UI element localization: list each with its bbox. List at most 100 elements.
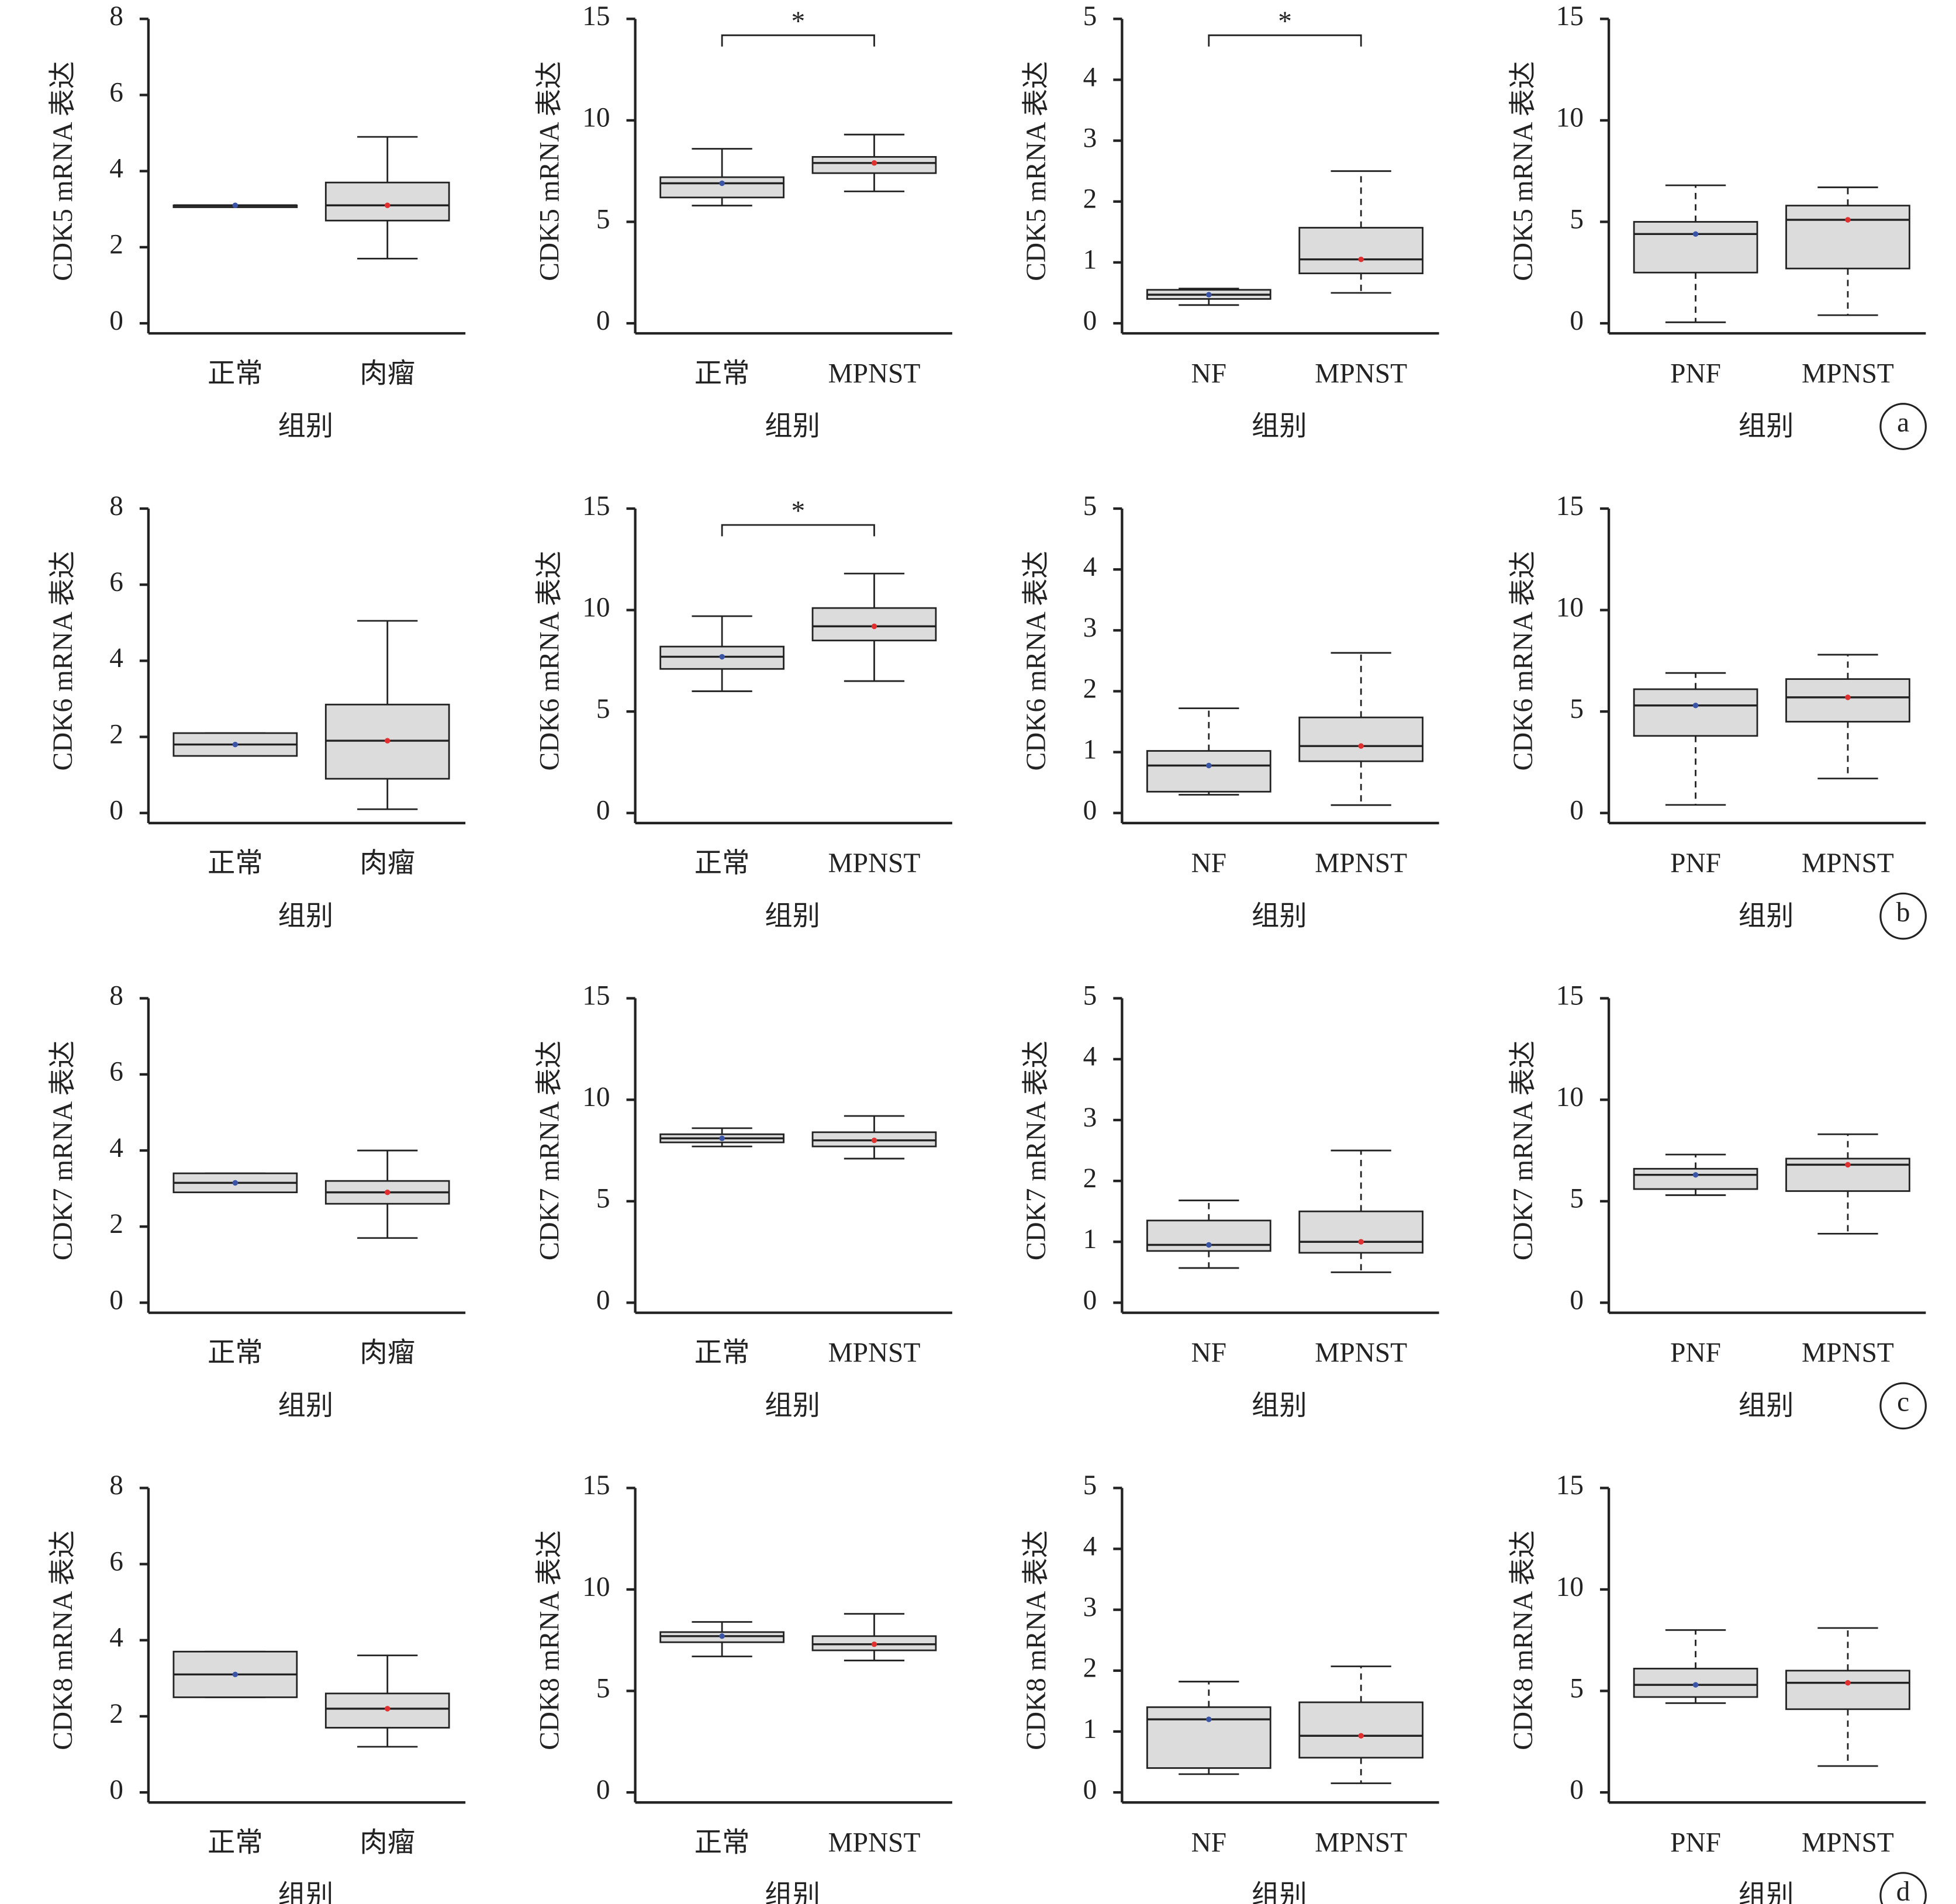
y-tick-label: 5 bbox=[596, 694, 610, 724]
y-tick-label: 0 bbox=[1570, 306, 1584, 336]
category-dot bbox=[719, 654, 725, 660]
y-axis-label: CDK5 mRNA 表达 bbox=[1021, 61, 1052, 281]
category-dot bbox=[871, 1641, 877, 1647]
category-dot bbox=[871, 1137, 877, 1143]
y-axis-label: CDK5 mRNA 表达 bbox=[48, 61, 78, 281]
y-tick-label: 0 bbox=[109, 796, 123, 826]
x-tick-label: MPNST bbox=[1315, 848, 1407, 879]
y-tick-label: 0 bbox=[1570, 1285, 1584, 1315]
y-axis-label: CDK6 mRNA 表达 bbox=[48, 551, 78, 770]
panel-label: d bbox=[1896, 1877, 1910, 1904]
y-tick-label: 8 bbox=[109, 1, 123, 32]
box bbox=[1146, 750, 1271, 793]
y-tick-label: 1 bbox=[1083, 1714, 1097, 1744]
y-tick-label: 5 bbox=[596, 204, 610, 234]
x-tick-label: MPNST bbox=[1802, 358, 1894, 389]
y-tick-label: 15 bbox=[1556, 1, 1584, 32]
significance-label: * bbox=[791, 496, 805, 526]
y-tick-label: 0 bbox=[596, 1775, 610, 1805]
box bbox=[659, 176, 785, 199]
category-dot bbox=[1845, 694, 1851, 700]
category-dot bbox=[719, 1633, 725, 1639]
y-tick-label: 3 bbox=[1083, 123, 1097, 153]
x-axis-label: 组别 bbox=[278, 901, 334, 931]
y-tick-label: 10 bbox=[582, 103, 610, 133]
category-dot bbox=[232, 202, 239, 208]
category-dot bbox=[1206, 292, 1212, 298]
y-axis-label: CDK8 mRNA 表达 bbox=[1508, 1530, 1539, 1750]
significance-label: * bbox=[791, 6, 805, 37]
category-dot bbox=[1358, 743, 1364, 749]
x-tick-label: NF bbox=[1191, 848, 1227, 879]
category-dot bbox=[1358, 1239, 1364, 1245]
box bbox=[324, 181, 450, 222]
y-tick-label: 5 bbox=[1083, 1470, 1097, 1501]
y-tick-label: 2 bbox=[1083, 184, 1097, 215]
x-tick-label: 肉瘤 bbox=[360, 848, 415, 879]
x-tick-label: 正常 bbox=[694, 1338, 750, 1369]
y-tick-label: 0 bbox=[596, 1285, 610, 1315]
x-tick-label: 肉瘤 bbox=[360, 1827, 415, 1858]
y-tick-label: 5 bbox=[1570, 694, 1584, 724]
y-tick-label: 8 bbox=[109, 491, 123, 521]
y-axis-label: CDK8 mRNA 表达 bbox=[1021, 1530, 1052, 1750]
panel-label-ring bbox=[1879, 1872, 1927, 1904]
box bbox=[1633, 1167, 1758, 1190]
y-tick-label: 0 bbox=[1083, 1775, 1097, 1805]
y-axis-label: CDK5 mRNA 表达 bbox=[1508, 61, 1539, 281]
box bbox=[1298, 1701, 1424, 1759]
x-axis-label: 组别 bbox=[278, 412, 334, 442]
category-dot bbox=[232, 1180, 239, 1186]
y-tick-label: 5 bbox=[1083, 491, 1097, 521]
significance-bracket bbox=[721, 34, 875, 47]
x-tick-label: MPNST bbox=[1315, 1338, 1407, 1369]
y-tick-label: 3 bbox=[1083, 613, 1097, 643]
y-tick-label: 5 bbox=[1570, 204, 1584, 234]
y-tick-label: 5 bbox=[1570, 1184, 1584, 1214]
y-tick-label: 15 bbox=[1556, 1470, 1584, 1501]
category-dot bbox=[385, 1706, 390, 1712]
x-tick-label: PNF bbox=[1670, 358, 1721, 389]
y-tick-label: 0 bbox=[1570, 1775, 1584, 1805]
x-tick-label: MPNST bbox=[1802, 848, 1894, 879]
y-tick-label: 0 bbox=[1083, 1285, 1097, 1315]
y-tick-label: 1 bbox=[1083, 1224, 1097, 1255]
category-dot bbox=[1358, 1733, 1364, 1739]
y-tick-label: 1 bbox=[1083, 245, 1097, 275]
x-tick-label: MPNST bbox=[828, 358, 921, 389]
y-tick-label: 1 bbox=[1083, 734, 1097, 765]
x-tick-label: MPNST bbox=[1315, 1827, 1407, 1858]
x-axis-label: 组别 bbox=[765, 1391, 820, 1421]
y-tick-label: 3 bbox=[1083, 1592, 1097, 1623]
y-tick-label: 15 bbox=[582, 1470, 610, 1501]
y-tick-label: 4 bbox=[109, 1133, 123, 1163]
x-axis-label: 组别 bbox=[1739, 1881, 1794, 1904]
category-dot bbox=[1358, 256, 1364, 262]
x-tick-label: NF bbox=[1191, 1827, 1227, 1858]
panel-label-ring bbox=[1879, 1382, 1927, 1430]
x-tick-label: MPNST bbox=[828, 1338, 921, 1369]
y-tick-label: 4 bbox=[1083, 1531, 1097, 1561]
y-axis-label: CDK8 mRNA 表达 bbox=[534, 1530, 565, 1750]
y-tick-label: 2 bbox=[109, 719, 123, 749]
x-tick-label: 肉瘤 bbox=[360, 1338, 415, 1369]
y-tick-label: 5 bbox=[596, 1673, 610, 1703]
panel-label-ring bbox=[1879, 892, 1927, 940]
x-tick-label: PNF bbox=[1670, 1827, 1721, 1858]
y-axis-label: CDK6 mRNA 表达 bbox=[1021, 551, 1052, 770]
x-tick-label: MPNST bbox=[1802, 1827, 1894, 1858]
x-tick-label: MPNST bbox=[1315, 358, 1407, 389]
y-axis-label: CDK6 mRNA 表达 bbox=[534, 551, 565, 770]
y-tick-label: 0 bbox=[109, 1285, 123, 1315]
y-tick-label: 0 bbox=[109, 1775, 123, 1805]
category-dot bbox=[1692, 703, 1699, 709]
y-tick-label: 2 bbox=[1083, 1653, 1097, 1684]
x-tick-label: 肉瘤 bbox=[360, 358, 415, 389]
